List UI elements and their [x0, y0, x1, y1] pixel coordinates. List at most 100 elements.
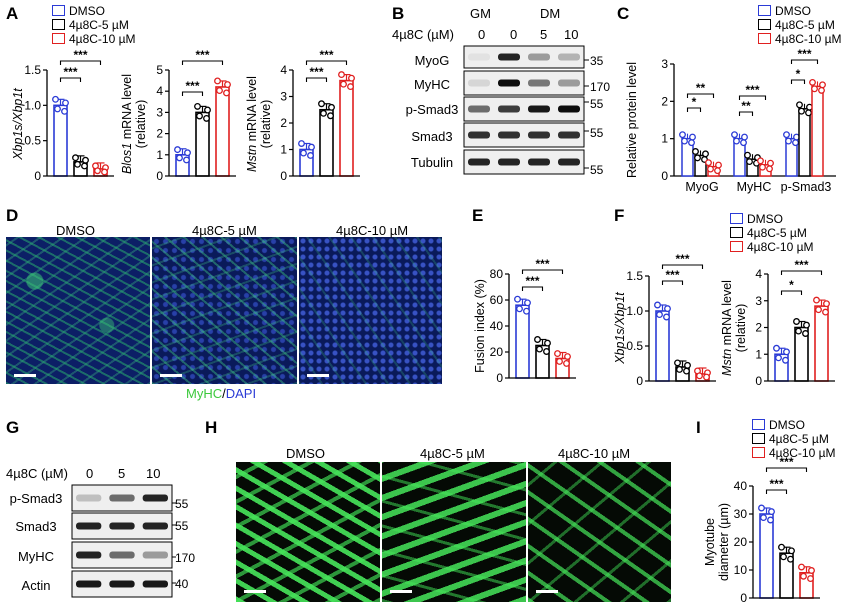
stain-caption-sep: / — [222, 386, 226, 401]
panel-label-c: C — [617, 4, 630, 23]
y-axis-label-line2: (relative) — [734, 304, 748, 353]
data-point — [778, 543, 785, 551]
data-point — [703, 373, 710, 381]
data-point — [224, 81, 231, 89]
data-point — [744, 151, 751, 159]
significance-marker: * — [789, 278, 794, 292]
data-point — [796, 101, 803, 109]
data-point — [808, 567, 815, 574]
data-point — [683, 367, 690, 375]
panel-label-b: B — [392, 4, 405, 23]
y-tick-label: 4 — [156, 84, 163, 98]
y-axis-label-italic: Xbp1s/Xbp1t — [11, 88, 25, 161]
blot-band — [76, 494, 102, 502]
y-axis-label-rest: mRNA level — [245, 76, 259, 145]
micrograph-h-c5 — [382, 462, 526, 602]
legend-item-dmso: DMSO — [752, 418, 836, 432]
data-point — [347, 83, 354, 91]
bar — [339, 79, 354, 177]
blot-b-label-tubulin: Tubulin — [410, 155, 454, 170]
data-point — [809, 78, 816, 86]
data-point — [514, 295, 521, 303]
data-point — [54, 105, 61, 113]
significance-bracket — [790, 79, 806, 84]
y-tick-label: 0 — [740, 591, 747, 605]
y-tick-label: 3 — [755, 294, 762, 308]
legend-item-c10: 4µ8C-10 µM — [730, 240, 814, 254]
data-point — [516, 305, 523, 313]
blot-g-dose-2: 10 — [146, 466, 161, 481]
stain-caption: MyHC/DAPI — [186, 386, 256, 401]
micrograph-d-dmso — [6, 237, 150, 384]
blot-b-dose-0: 0 — [478, 27, 486, 42]
significance-bracket — [661, 280, 684, 285]
data-point — [746, 158, 753, 166]
data-point — [802, 330, 809, 337]
y-tick-label: 60 — [490, 293, 504, 307]
bar — [515, 304, 530, 379]
data-point — [348, 74, 355, 82]
blot-band — [468, 79, 490, 87]
significance-bracket — [305, 77, 328, 82]
micrograph-title-h-dmso: DMSO — [286, 446, 325, 461]
blot-band — [76, 551, 102, 559]
data-point — [203, 114, 210, 122]
legend-item-dmso: DMSO — [52, 4, 136, 18]
x-tick-label: p-Smad3 — [781, 180, 832, 194]
blot-band — [498, 131, 520, 139]
data-point — [783, 348, 790, 356]
panel-label-g: G — [6, 418, 20, 437]
data-point — [52, 95, 59, 103]
stain-caption-dapi: DAPI — [225, 386, 257, 401]
data-point — [81, 162, 88, 170]
micrograph-title-d-dmso: DMSO — [56, 223, 95, 238]
significance-marker: *** — [63, 65, 77, 79]
significance-marker: *** — [525, 274, 539, 288]
y-tick-label: 1 — [280, 143, 287, 157]
stain-caption-myhc: MyHC — [186, 386, 223, 401]
blot-b-dose-1: 0 — [510, 27, 518, 42]
blot-band — [109, 551, 135, 559]
blot-band — [468, 105, 490, 113]
significance-bracket — [661, 264, 704, 269]
blot-band — [558, 53, 580, 61]
data-point — [811, 85, 818, 93]
blot-g-label-actin: Actin — [21, 578, 51, 593]
y-tick-label: 40 — [490, 319, 504, 333]
data-point — [340, 80, 347, 88]
y-tick-label: 0 — [636, 374, 643, 388]
bar — [798, 108, 811, 177]
panel-label-d: D — [6, 206, 19, 225]
y-axis-label-italic: Xbp1s/Xbp1t — [613, 292, 627, 365]
significance-bracket — [521, 269, 564, 274]
data-point — [679, 131, 686, 139]
y-axis-label: Mstn mRNA level — [720, 280, 734, 376]
data-point — [223, 89, 230, 97]
data-point — [94, 167, 101, 175]
data-point — [214, 77, 221, 85]
data-point — [788, 547, 795, 555]
blot-band — [142, 522, 168, 530]
significance-bracket — [686, 107, 702, 112]
blot-g-size-psmad3: 55 — [175, 497, 189, 511]
data-point — [782, 356, 789, 364]
blot-band — [109, 522, 135, 530]
data-point — [792, 139, 799, 147]
significance-marker: *** — [769, 477, 783, 491]
scale-bar — [14, 374, 36, 377]
micrograph-title-h-c5: 4µ8C-5 µM — [420, 446, 485, 461]
data-point — [338, 71, 345, 79]
significance-marker: *** — [675, 252, 689, 266]
bar — [319, 108, 334, 177]
blot-b-treatment: 4µ8C (µM) — [392, 27, 454, 42]
data-point — [663, 313, 670, 321]
panel-label-e: E — [472, 206, 484, 225]
blot-band — [528, 105, 550, 113]
legend-label-c5: 4µ8C-5 µM — [69, 18, 129, 32]
y-tick-label: 20 — [490, 345, 504, 359]
legend-a: DMSO 4µ8C-5 µM 4µ8C-10 µM — [52, 4, 136, 46]
data-point — [822, 308, 829, 316]
data-point — [815, 306, 822, 314]
y-tick-label: 4 — [755, 267, 762, 281]
data-point — [656, 311, 663, 319]
